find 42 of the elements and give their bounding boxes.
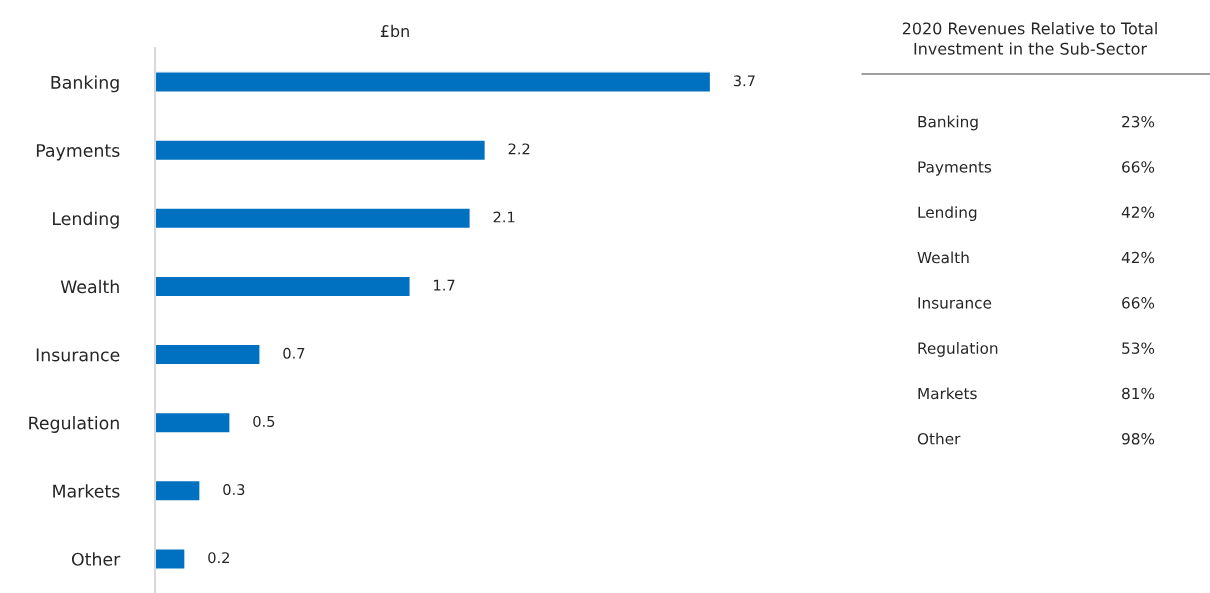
category-label: Markets xyxy=(918,387,977,400)
bar xyxy=(155,343,261,366)
data-label: 2.1 xyxy=(493,211,515,223)
data-label: 42% xyxy=(1121,251,1155,264)
data-label: 66% xyxy=(1122,161,1155,173)
bar xyxy=(155,275,411,298)
data-label: 81% xyxy=(1122,387,1155,400)
data-label: 66% xyxy=(1122,297,1155,309)
data-label: 0.2 xyxy=(208,552,229,564)
data-label: 2.2 xyxy=(508,143,530,155)
y-tick-label: Insurance xyxy=(36,348,120,362)
data-label: 0.7 xyxy=(283,347,305,359)
bar xyxy=(155,411,231,434)
category-label: Regulation xyxy=(918,342,998,357)
category-label: Insurance xyxy=(918,297,992,309)
data-label: 42% xyxy=(1121,206,1155,219)
bar xyxy=(155,479,201,502)
y-tick-label: Payments xyxy=(36,144,120,161)
chart-title: £bn xyxy=(380,24,409,38)
text: 2020 Revenues Relative to Total Investment in the Sub-Sector xyxy=(902,22,1157,55)
y-tick-label: Markets xyxy=(53,484,120,498)
bar xyxy=(155,71,712,93)
y-tick-label: Regulation xyxy=(29,416,119,433)
data-label: 23% xyxy=(1122,115,1155,128)
bar xyxy=(155,548,186,570)
bar xyxy=(155,207,472,230)
y-tick-label: Wealth xyxy=(60,279,119,294)
category-label: Other xyxy=(917,432,961,445)
data-label: 3.7 xyxy=(733,75,755,87)
data-label: 0.5 xyxy=(253,415,275,427)
data-label: 53% xyxy=(1122,342,1155,354)
bar xyxy=(155,139,487,162)
y-tick-label: Banking xyxy=(51,75,119,93)
category-label: Payments xyxy=(918,161,992,176)
data-label: 98% xyxy=(1122,432,1155,445)
data-label: 1.7 xyxy=(434,279,455,291)
category-label: Wealth xyxy=(917,251,969,264)
data-label: 0.3 xyxy=(223,484,245,496)
y-tick-label: Other xyxy=(71,552,121,566)
y-tick-label: Lending xyxy=(53,211,119,229)
category-label: Lending xyxy=(918,206,977,221)
category-label: Banking xyxy=(918,115,978,131)
